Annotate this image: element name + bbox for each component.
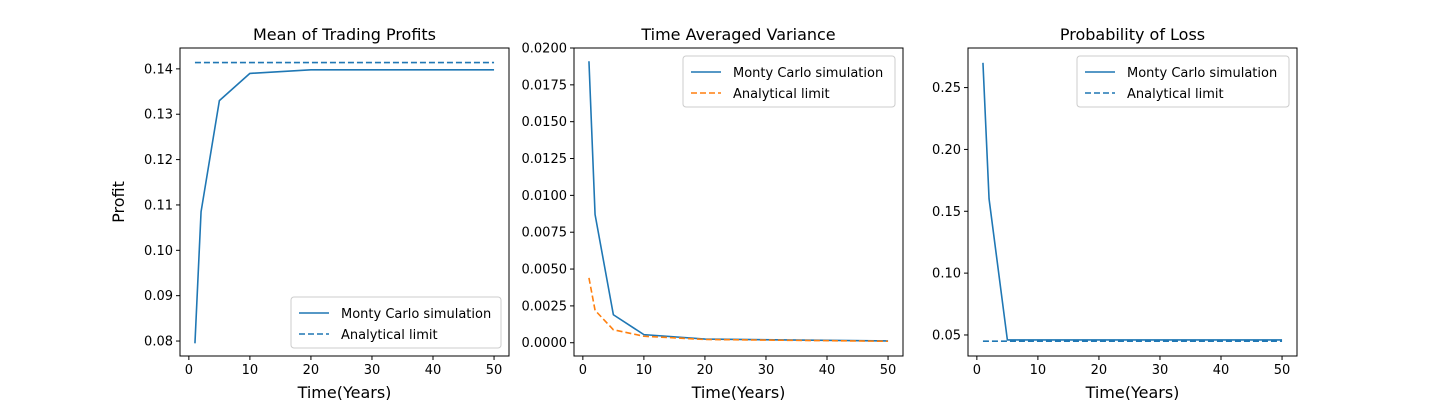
- y-tick-label: 0.11: [144, 198, 173, 213]
- y-tick-label: 0.0125: [522, 152, 568, 167]
- y-tick-label: 0.0100: [522, 189, 568, 204]
- x-tick-label: 20: [303, 363, 320, 378]
- x-axis-label: Time(Years): [691, 383, 786, 400]
- legend-box: [682, 55, 896, 108]
- x-tick-label: 10: [636, 363, 653, 378]
- x-tick-label: 0: [185, 363, 193, 378]
- x-tick-label: 50: [880, 363, 897, 378]
- legend-label: Analytical limit: [341, 328, 438, 343]
- x-tick-label: 50: [1274, 363, 1291, 378]
- legend-box: [290, 296, 502, 349]
- y-tick-label: 0.25: [932, 81, 961, 96]
- legend-label: Monty Carlo simulation: [1127, 66, 1277, 81]
- y-tick-label: 0.08: [144, 335, 173, 350]
- chart-panel-1: Mean of Trading Profits 0 10 20 30 40 50 0.08 0.…: [109, 25, 510, 400]
- x-axis-label: Time(Years): [1085, 383, 1180, 400]
- chart-title: Probability of Loss: [1060, 25, 1205, 44]
- x-tick-label: 40: [425, 363, 442, 378]
- x-tick-label: 40: [1213, 363, 1230, 378]
- series-line-1: [982, 62, 1283, 341]
- legend: Monty Carlo simulation Analytical limit: [290, 296, 502, 349]
- chart-panel-3: Probability of Loss 0 10 20 30 40 50 0.05 0.10 0.…: [932, 25, 1298, 400]
- y-tick-label: 0.20: [932, 143, 961, 158]
- axes-frame: [967, 47, 1298, 357]
- x-tick-label: 0: [973, 363, 981, 378]
- y-tick-label: 0.13: [144, 108, 173, 123]
- x-tick-label: 10: [1030, 363, 1047, 378]
- y-tick-label: 0.14: [144, 62, 173, 77]
- axes-frame: [179, 47, 510, 357]
- legend-label: Analytical limit: [733, 87, 830, 102]
- y-tick-label: 0.0025: [522, 299, 568, 314]
- y-tick-label: 0.0175: [522, 78, 568, 93]
- chart-title: Mean of Trading Profits: [253, 25, 436, 44]
- y-tick-label: 0.0075: [522, 226, 568, 241]
- legend: Monty Carlo simulation Analytical limit: [682, 55, 896, 108]
- y-tick-label: 0.10: [144, 244, 173, 259]
- chart-panel-2: Time Averaged Variance 0 10 20 30 40 50 0.0000 0…: [522, 25, 904, 400]
- x-axis-label: Time(Years): [297, 383, 392, 400]
- axes-frame: [573, 47, 904, 357]
- legend-label: Monty Carlo simulation: [733, 66, 883, 81]
- y-tick-label: 0.15: [932, 205, 961, 220]
- legend: Monty Carlo simulation Analytical limit: [1076, 55, 1290, 108]
- legend-label: Monty Carlo simulation: [341, 307, 491, 322]
- legend-box: [1076, 55, 1290, 108]
- y-tick-label: 0.09: [144, 289, 173, 304]
- x-tick-label: 0: [579, 363, 587, 378]
- legend-label: Analytical limit: [1127, 87, 1224, 102]
- x-tick-label: 40: [819, 363, 836, 378]
- x-tick-label: 20: [697, 363, 714, 378]
- y-tick-label: 0.10: [932, 267, 961, 282]
- y-tick-label: 0.0000: [522, 336, 568, 351]
- series-line-1: [194, 68, 495, 344]
- y-axis-label: Profit: [109, 181, 128, 223]
- y-tick-label: 0.0200: [522, 42, 568, 57]
- x-tick-label: 50: [486, 363, 503, 378]
- y-tick-label: 0.05: [932, 328, 961, 343]
- x-tick-label: 30: [1152, 363, 1169, 378]
- y-tick-label: 0.0150: [522, 115, 568, 130]
- y-tick-label: 0.0050: [522, 263, 568, 278]
- x-tick-label: 10: [242, 363, 259, 378]
- x-tick-label: 20: [1091, 363, 1108, 378]
- series-line-2: [588, 277, 889, 343]
- y-tick-label: 0.12: [144, 153, 173, 168]
- x-tick-label: 30: [364, 363, 381, 378]
- x-tick-label: 30: [758, 363, 775, 378]
- chart-title: Time Averaged Variance: [640, 25, 835, 44]
